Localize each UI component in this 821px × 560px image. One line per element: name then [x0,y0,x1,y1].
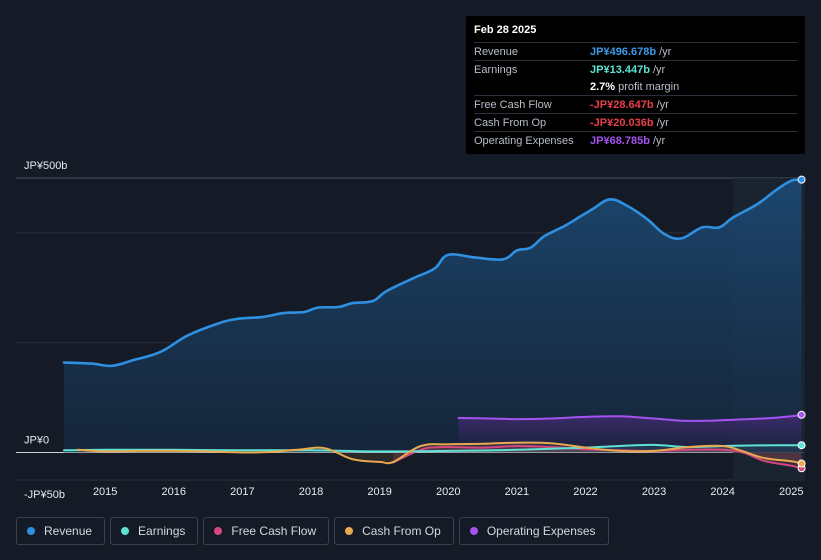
tooltip-rows: Revenue JP¥496.678b/yr Earnings JP¥13.447b /… [474,42,797,149]
x-tick-label: 2015 [93,486,117,498]
tooltip-row-unit: /yr [659,45,672,58]
legend-dot-icon [214,527,223,535]
operating-expenses-endpoint [797,410,806,419]
revenue-line [62,178,803,368]
tooltip-date: Feb 28 2025 [474,24,537,36]
legend-label: Earnings [138,524,186,538]
tooltip-row-value: 2.7% [590,80,616,93]
x-tick-label: 2024 [710,486,734,498]
tooltip-row-label: Free Cash Flow [474,98,552,111]
legend-dot-icon [469,527,478,535]
tooltip-row-unit: /yr [652,134,666,147]
x-axis: 2015 2016 2017 2018 2019 2020 2021 2022 2023 2024… [93,486,804,498]
x-tick-label: 2025 [779,486,803,498]
revenue-endpoint [797,175,806,184]
tooltip-row-label: Operating Expenses [474,134,574,147]
tooltip-row: Cash From Op -JP¥20.036b/yr [474,113,797,131]
legend-label: Cash From Op [362,524,441,538]
x-tick-label: 2017 [230,486,254,498]
earnings-endpoint [797,441,806,450]
series-endpoints [797,175,806,473]
tooltip-row-value: -JP¥28.647b [590,98,654,111]
tooltip-row-unit: profit margin [618,80,680,93]
legend-item-earnings[interactable]: Earnings [110,517,199,545]
legend-label: Free Cash Flow [231,524,317,538]
x-tick-label: 2020 [436,486,460,498]
x-tick-label: 2016 [162,486,186,498]
cash-from-op-line [76,441,803,465]
x-tick-label: 2018 [299,486,323,498]
legend-item-operating-expenses[interactable]: Operating Expenses [458,517,609,545]
legend-dot-icon [345,527,354,535]
legend-item-cash-from-op[interactable]: Cash From Op [334,517,454,545]
series-lines [62,178,803,470]
operating-expenses-line [457,413,803,422]
tooltip-row-value: JP¥496.678b [590,45,657,58]
x-tick-label: 2023 [642,486,666,498]
tooltip-row-value: JP¥68.785b [590,134,650,147]
tooltip-row-label: Earnings [474,63,518,76]
tooltip-row-unit: /yr [656,98,669,111]
revenue-area [64,179,802,453]
y-tick-label: -JP¥50b [24,489,65,501]
x-tick-label: 2022 [573,486,597,498]
legend-label: Operating Expenses [486,524,596,538]
tooltip-panel: Feb 28 2025 Revenue JP¥496.678b/yr Earning… [466,16,805,154]
tooltip-row-label: Revenue [474,45,519,58]
x-tick-label: 2019 [367,486,391,498]
y-tick-label: JP¥0 [24,435,49,447]
tooltip-row-unit: /yr [656,116,669,129]
tooltip-row-unit: /yr [652,63,666,76]
tooltip-row: Revenue JP¥496.678b/yr [474,42,797,60]
legend-dot-icon [121,527,130,535]
chart-legend: Revenue Earnings Free Cash Flow Cash From O… [16,517,609,547]
free-cash-flow-area [393,445,802,469]
tooltip-row-label: Cash From Op [474,116,547,129]
legend-item-revenue[interactable]: Revenue [16,517,106,545]
y-axis: JP¥500b JP¥0 -JP¥50b [24,160,67,501]
tooltip-row-value: -JP¥20.036b [590,116,654,129]
legend-item-free-cash-flow[interactable]: Free Cash Flow [203,517,330,545]
tooltip-row-value: JP¥13.447b [590,63,650,76]
cash-from-op-endpoint [797,459,806,468]
tooltip-row: Operating Expenses JP¥68.785b/yr [474,131,797,149]
tooltip-row: Free Cash Flow -JP¥28.647b/yr [474,95,797,113]
tooltip-row: Earnings JP¥13.447b/yr [474,60,797,78]
legend-label: Revenue [44,524,93,538]
tooltip-row: 2.7% profit margin [474,78,797,95]
y-tick-label: JP¥500b [24,160,67,172]
series-areas [64,179,802,469]
x-tick-label: 2021 [505,486,529,498]
legend-dot-icon [27,527,35,535]
